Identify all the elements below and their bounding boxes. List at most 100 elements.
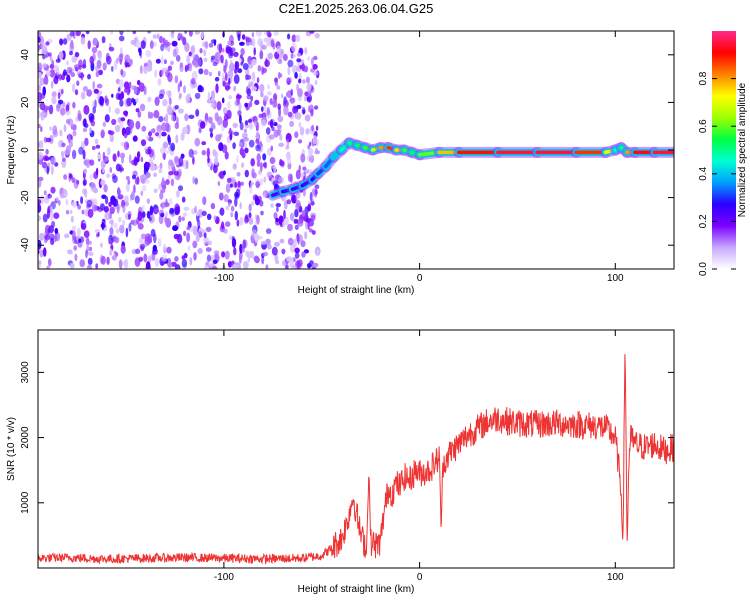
noise-blob <box>286 77 291 85</box>
noise-blob <box>38 123 41 129</box>
noise-blob <box>224 221 231 227</box>
noise-blob <box>38 36 41 43</box>
noise-blob <box>223 194 229 203</box>
noise-blob <box>309 104 314 114</box>
noise-blob <box>157 78 162 86</box>
noise-blob <box>72 130 77 137</box>
noise-blob <box>101 36 106 44</box>
noise-blob <box>132 31 137 35</box>
noise-blob <box>205 247 212 252</box>
noise-blob <box>116 204 120 214</box>
noise-blob <box>146 198 150 204</box>
noise-blob <box>188 148 194 158</box>
noise-blob <box>87 208 94 218</box>
noise-blob <box>77 204 81 210</box>
noise-blob <box>133 156 138 167</box>
noise-blob <box>51 96 57 105</box>
noise-blob <box>186 232 191 243</box>
noise-blob <box>207 91 211 101</box>
noise-blob <box>174 256 179 262</box>
noise-blob <box>70 215 74 223</box>
noise-blob <box>110 31 114 35</box>
noise-blob <box>117 150 120 158</box>
noise-blob <box>131 190 135 200</box>
noise-blob <box>249 250 255 259</box>
noise-blob <box>259 161 263 172</box>
noise-blob <box>138 47 142 57</box>
noise-blob <box>231 236 235 241</box>
noise-blob <box>46 165 50 175</box>
noise-blob <box>167 134 171 143</box>
noise-blob <box>259 178 264 186</box>
noise-blob <box>58 51 64 60</box>
noise-blob <box>171 40 178 47</box>
noise-blob <box>206 98 212 104</box>
noise-blob <box>210 55 217 60</box>
noise-blob <box>239 142 243 148</box>
noise-blob <box>180 35 185 41</box>
noise-blob <box>294 131 299 139</box>
noise-blob <box>97 153 101 160</box>
noise-blob <box>145 161 151 168</box>
noise-blob <box>286 138 290 149</box>
noise-blob <box>74 66 79 72</box>
noise-blob <box>102 121 107 128</box>
noise-blob <box>183 252 188 259</box>
noise-blob <box>82 179 87 186</box>
noise-blob <box>213 250 220 255</box>
noise-blob <box>233 85 237 92</box>
noise-blob <box>192 225 198 236</box>
noise-blob <box>87 73 91 80</box>
noise-blob <box>78 238 82 243</box>
noise-blob <box>134 177 139 185</box>
noise-blob <box>117 187 121 196</box>
noise-blob <box>100 160 106 169</box>
noise-blob <box>94 99 97 109</box>
noise-blob <box>80 36 86 45</box>
noise-blob <box>171 162 175 171</box>
noise-blob <box>112 153 117 162</box>
noise-blob <box>148 149 154 158</box>
noise-blob <box>42 86 46 96</box>
noise-blob <box>85 249 88 259</box>
noise-blob <box>224 72 228 81</box>
noise-blob <box>61 88 64 95</box>
noise-blob <box>240 181 244 186</box>
noise-blob <box>122 219 126 227</box>
noise-blob <box>58 199 61 206</box>
noise-blob <box>218 192 224 201</box>
noise-blob <box>49 233 55 241</box>
noise-blob <box>90 182 97 192</box>
noise-blob <box>313 70 319 76</box>
noise-blob <box>145 172 151 179</box>
noise-blob <box>124 54 130 63</box>
noise-blob <box>117 216 122 223</box>
noise-blob <box>104 212 111 221</box>
noise-blob <box>270 39 275 48</box>
noise-blob <box>305 128 310 135</box>
noise-blob <box>214 76 220 82</box>
noise-blob <box>210 103 216 108</box>
noise-blob <box>294 252 300 259</box>
noise-blob <box>236 172 241 177</box>
noise-blob <box>308 220 315 227</box>
noise-blob <box>192 156 195 165</box>
noise-blob <box>98 69 103 76</box>
noise-blob <box>262 153 267 161</box>
noise-blob <box>56 196 60 202</box>
noise-blob <box>244 169 249 178</box>
noise-blob <box>62 157 66 162</box>
noise-blob <box>129 58 133 66</box>
noise-blob <box>245 74 249 81</box>
noise-blob <box>304 231 308 240</box>
noise-blob <box>135 120 141 130</box>
noise-blob <box>91 146 96 150</box>
noise-blob <box>287 59 294 68</box>
noise-blob <box>40 126 43 133</box>
noise-blob <box>287 65 291 76</box>
noise-blob <box>187 245 191 251</box>
noise-blob <box>242 63 249 70</box>
noise-blob <box>69 31 75 37</box>
noise-blob <box>60 74 66 81</box>
noise-blob <box>266 147 272 156</box>
